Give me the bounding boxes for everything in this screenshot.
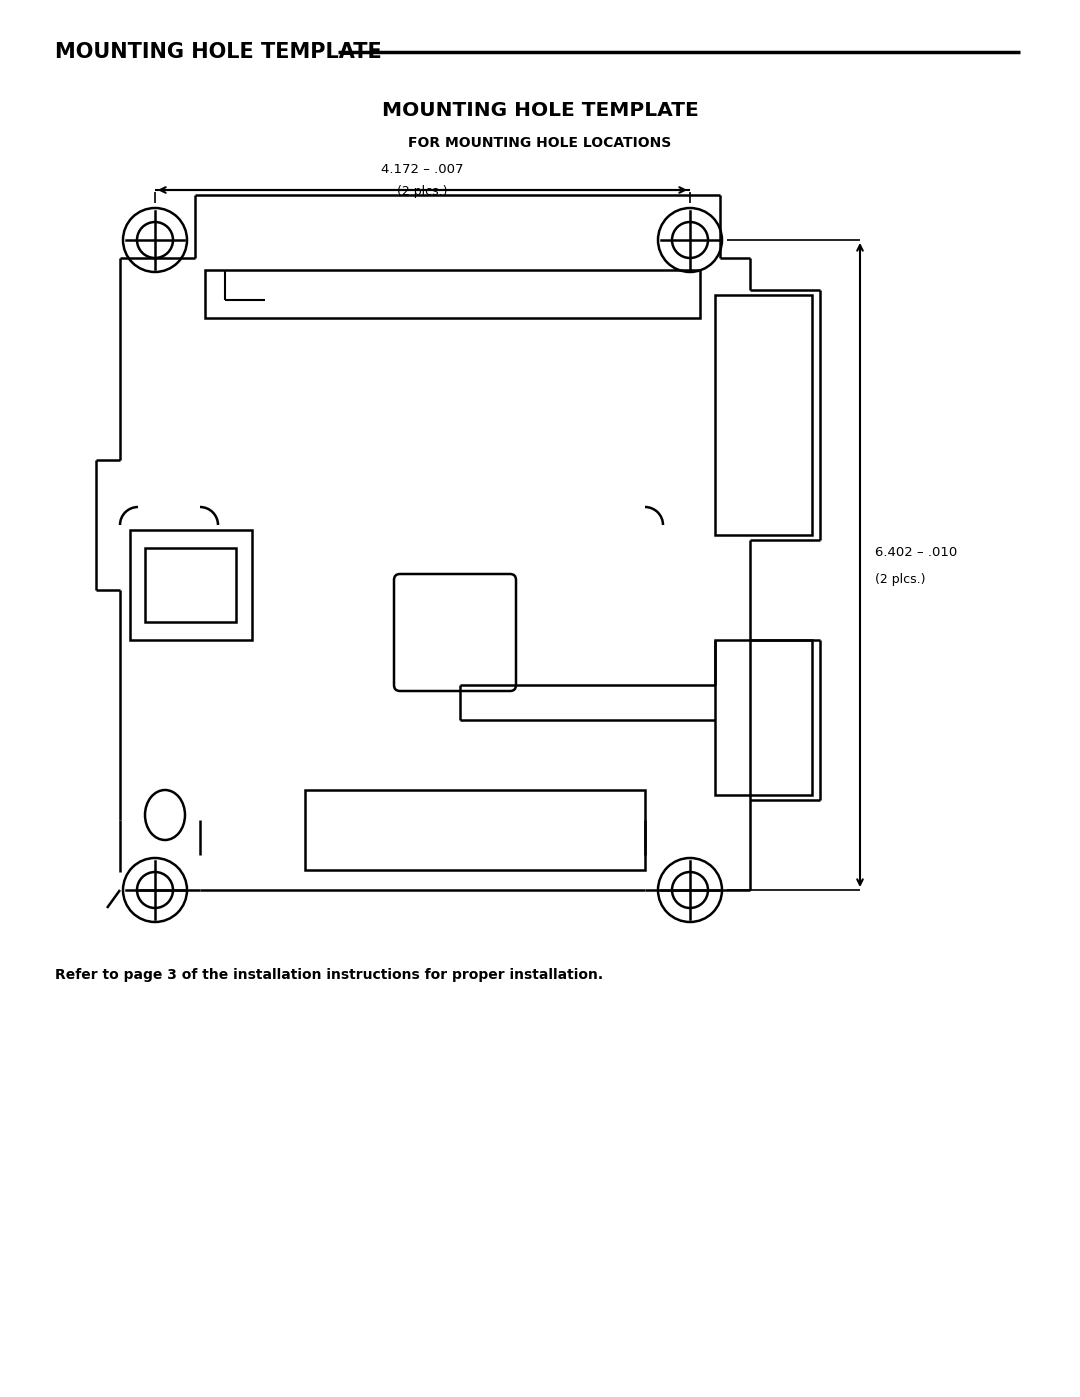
Bar xyxy=(205,270,700,319)
Text: (2 plcs.): (2 plcs.) xyxy=(397,184,448,198)
Bar xyxy=(715,640,812,795)
Text: 4.172 – .007: 4.172 – .007 xyxy=(381,163,463,176)
Text: Refer to page 3 of the installation instructions for proper installation.: Refer to page 3 of the installation inst… xyxy=(55,968,603,982)
Text: 6.402 – .010: 6.402 – .010 xyxy=(875,546,957,560)
Bar xyxy=(305,789,645,870)
Bar xyxy=(715,295,812,535)
Bar xyxy=(130,529,252,640)
Bar xyxy=(145,548,237,622)
Text: FOR MOUNTING HOLE LOCATIONS: FOR MOUNTING HOLE LOCATIONS xyxy=(408,136,672,149)
Text: (2 plcs.): (2 plcs.) xyxy=(875,573,926,585)
Text: MOUNTING HOLE TEMPLATE: MOUNTING HOLE TEMPLATE xyxy=(381,101,699,120)
Text: MOUNTING HOLE TEMPLATE: MOUNTING HOLE TEMPLATE xyxy=(55,42,381,61)
